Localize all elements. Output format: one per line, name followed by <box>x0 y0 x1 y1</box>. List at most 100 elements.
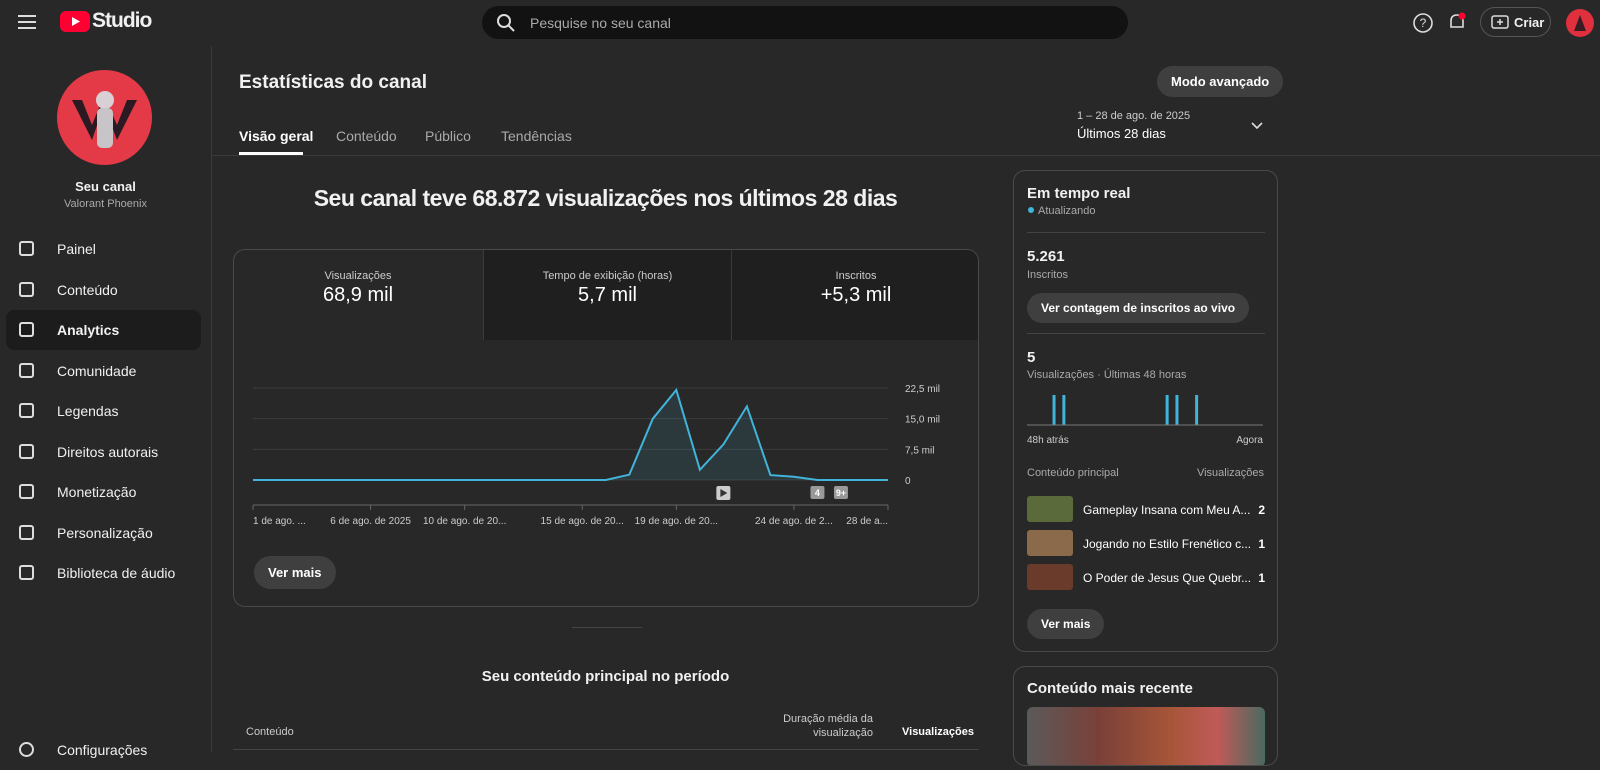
metric-label: Inscritos <box>835 270 877 282</box>
x-tick-label: 48h atrás <box>1027 435 1069 446</box>
settings-link[interactable]: Configurações <box>6 730 201 770</box>
nav-item[interactable]: Analytics <box>6 310 201 350</box>
content-title: Gameplay Insana com Meu A... <box>1083 503 1251 517</box>
top-content-row[interactable]: Jogando no Estilo Frenético c... 1 <box>1027 530 1265 557</box>
sidebar: Seu canal Valorant Phoenix Configurações… <box>0 46 212 758</box>
create-button[interactable]: Criar <box>1480 7 1551 37</box>
top-content-row[interactable]: Gameplay Insana com Meu A... 2 <box>1027 496 1265 523</box>
nav-label: Painel <box>57 241 96 257</box>
thumbnail <box>1027 496 1073 522</box>
nav-item[interactable]: Conteúdo <box>6 270 201 310</box>
channel-title: Seu canal <box>75 179 136 194</box>
create-icon <box>1491 15 1509 29</box>
bar <box>1165 395 1169 425</box>
bar <box>1175 395 1179 425</box>
settings-label: Configurações <box>57 742 148 758</box>
nav-label: Analytics <box>57 322 120 338</box>
y-tick-label: 0 <box>905 476 911 487</box>
y-tick-label: 7,5 mil <box>905 445 934 456</box>
top-content-metric: Visualizações <box>1196 467 1264 479</box>
nav-icon <box>19 241 34 256</box>
active-tab-indicator <box>239 152 303 155</box>
period-dropdown[interactable] <box>1250 121 1264 131</box>
bar <box>1052 395 1056 425</box>
views-label: Visualizações · Últimas 48 horas <box>1027 369 1187 381</box>
nav-item[interactable]: Legendas <box>6 391 201 431</box>
nav-label: Conteúdo <box>57 281 118 298</box>
line-area <box>253 390 888 480</box>
nav-item[interactable]: Painel <box>6 229 201 269</box>
period[interactable]: Últimos 28 dias <box>1077 126 1166 141</box>
tab[interactable]: Público <box>425 128 471 144</box>
top-content-list: Gameplay Insana com Meu A... 2 Jogando no … <box>1027 496 1265 596</box>
table-divider <box>233 749 979 750</box>
menu-icon[interactable] <box>18 14 38 30</box>
metric-tab[interactable]: Visualizações 68,9 mil <box>234 250 482 340</box>
tab[interactable]: Visão geral <box>239 128 314 144</box>
nav-icon <box>19 403 34 418</box>
views-chart: 0 7,5 mil 15,0 mil 22,5 mil 1 de ago. ... 6 d… <box>252 384 940 527</box>
x-tick-label: 15 de ago. de 20... <box>541 516 624 527</box>
divider <box>1027 232 1265 233</box>
overview-card: Visualizações 68,9 mil Tempo de exibição (… <box>233 249 979 607</box>
metric-tab[interactable]: Inscritos +5,3 mil <box>731 250 978 340</box>
tab[interactable]: Tendências <box>501 128 572 144</box>
realtime-status: Atualizando <box>1038 205 1096 217</box>
x-tick-label: Agora <box>1236 435 1263 446</box>
top-content-row[interactable]: O Poder de Jesus Que Quebr... 1 <box>1027 564 1265 591</box>
realtime-see-more[interactable]: Ver mais <box>1027 609 1105 639</box>
column-header: Visualizações <box>902 726 974 738</box>
account-avatar[interactable] <box>1566 9 1594 37</box>
y-tick-label: 22,5 mil <box>905 384 940 395</box>
svg-text:?: ? <box>1420 16 1427 30</box>
top-period-title: Seu conteúdo principal no período <box>481 668 730 685</box>
latest-thumbnail[interactable] <box>1027 707 1265 765</box>
channel-avatar[interactable] <box>57 70 152 165</box>
x-tick-label: 28 de a... <box>846 516 888 527</box>
video-marker[interactable] <box>833 486 848 499</box>
page-title: Estatísticas do canal <box>239 72 427 93</box>
video-marker-icon <box>720 489 728 497</box>
channel-name: Valorant Phoenix <box>64 198 147 210</box>
video-marker[interactable] <box>810 486 825 499</box>
x-tick-label: 19 de ago. de 20... <box>635 516 718 527</box>
notifications-icon[interactable] <box>1446 11 1468 33</box>
advanced-mode-button[interactable]: Modo avançado <box>1157 66 1284 97</box>
y-tick-label: 15,0 mil <box>905 415 940 426</box>
status-dot <box>1028 207 1034 213</box>
nav-item[interactable]: Personalização <box>6 513 201 553</box>
metric-tab[interactable]: Tempo de exibição (horas) 5,7 mil <box>482 250 732 340</box>
nav-item[interactable]: Direitos autorais <box>6 432 201 472</box>
column-header: Duração média da visualização <box>783 713 873 739</box>
subscribers-count: 5.261 <box>1027 248 1065 265</box>
video-marker-label: 4 <box>815 488 820 498</box>
metric-label: Tempo de exibição (horas) <box>542 270 673 282</box>
logo-icon[interactable] <box>60 11 90 32</box>
realtime-card: Em tempo real Atualizando 5.261 Inscrito… <box>1013 170 1278 652</box>
realtime-chart: 48h atrás Agora <box>1027 395 1263 446</box>
create-label: Criar <box>1514 15 1545 30</box>
line <box>253 387 888 481</box>
logo-text[interactable]: Studio <box>92 9 152 32</box>
latest-title: Conteúdo mais recente <box>1027 680 1193 697</box>
latest-card: Conteúdo mais recente <box>1013 666 1278 766</box>
nav-item[interactable]: Biblioteca de áudio <box>6 553 201 593</box>
x-tick-label: 6 de ago. de 2025 <box>330 516 411 527</box>
metric-value: 5,7 mil <box>578 284 637 306</box>
views-count: 5 <box>1027 349 1036 366</box>
top-bar: Studio Pesquise no seu canal ? Criar <box>0 0 1600 46</box>
date-range[interactable]: 1 – 28 de ago. de 2025 <box>1077 110 1191 122</box>
search-box[interactable]: Pesquise no seu canal <box>482 6 1128 39</box>
realtime-title: Em tempo real <box>1027 185 1131 202</box>
tab[interactable]: Conteúdo <box>336 128 397 144</box>
help-icon[interactable]: ? <box>1412 12 1434 34</box>
nav-icon <box>19 322 34 337</box>
nav-label: Monetização <box>57 484 137 500</box>
live-count-button[interactable]: Ver contagem de inscritos ao vivo <box>1027 293 1250 323</box>
nav-label: Personalização <box>57 524 153 541</box>
nav-item[interactable]: Monetização <box>6 472 201 512</box>
see-more-button[interactable]: Ver mais <box>254 556 336 589</box>
search-icon <box>497 14 515 32</box>
nav-item[interactable]: Comunidade <box>6 351 201 391</box>
x-tick-label: 10 de ago. de 20... <box>423 516 506 527</box>
